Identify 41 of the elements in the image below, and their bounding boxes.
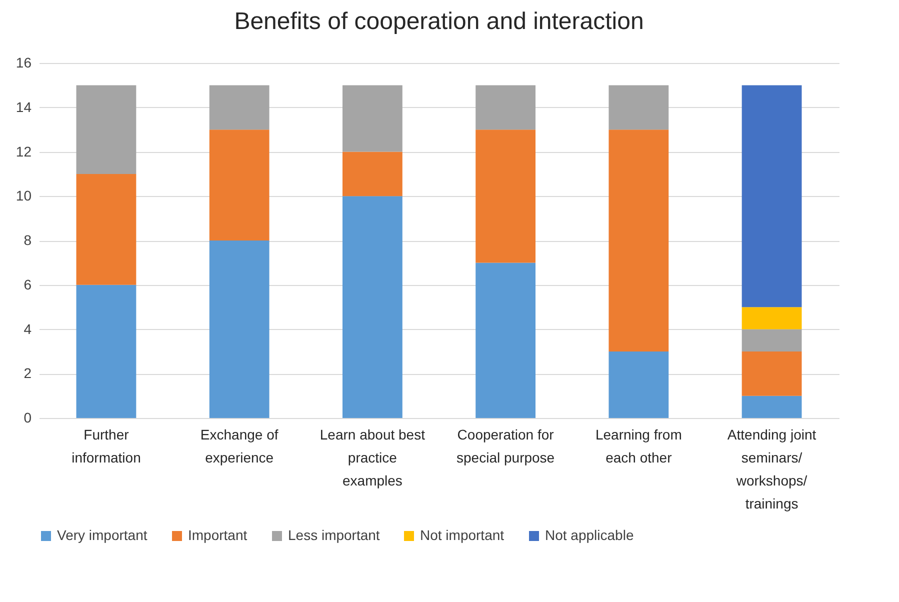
- x-tick-label: Exchange of experience: [200, 426, 278, 466]
- bar: [76, 284, 136, 418]
- y-tick-label: 0: [24, 410, 32, 426]
- bar: [742, 307, 802, 330]
- bar: [742, 396, 802, 418]
- legend-label: Less important: [288, 527, 380, 543]
- x-tick-label: Learn about best practice examples: [320, 426, 426, 488]
- y-tick-label: 2: [24, 365, 32, 382]
- x-tick-label: Further information: [72, 426, 141, 466]
- bar: [608, 85, 669, 130]
- bar: [608, 351, 669, 418]
- y-tick-label: 8: [24, 232, 32, 248]
- x-tick-label: Cooperation for special purpose: [456, 426, 555, 466]
- bar: [76, 174, 136, 285]
- x-tick-label: Attending joint seminars/ workshops/ trainings: [727, 426, 816, 512]
- bar: [342, 196, 402, 418]
- bar: [209, 85, 270, 130]
- legend-label: Not applicable: [545, 527, 634, 543]
- bar: [608, 130, 669, 352]
- bar: [209, 240, 270, 418]
- legend-label: Important: [188, 527, 248, 543]
- bar: [476, 262, 536, 418]
- bar: [342, 85, 402, 152]
- bar: [76, 85, 136, 174]
- y-tick-label: 12: [16, 143, 32, 160]
- bar: [742, 85, 802, 308]
- y-tick-label: 10: [16, 188, 32, 204]
- y-tick-label: 16: [16, 54, 32, 70]
- chart-title: Benefits of cooperation and interaction: [234, 8, 644, 35]
- legend-label: Not important: [420, 527, 504, 543]
- y-tick-label: 4: [24, 320, 32, 337]
- bar: [742, 351, 802, 396]
- bar: [476, 130, 536, 263]
- y-tick-label: 14: [16, 98, 32, 115]
- x-tick-label: Learning from each other: [595, 426, 682, 466]
- bar: [209, 130, 270, 240]
- bar: [342, 152, 402, 196]
- y-tick-label: 6: [24, 276, 32, 292]
- bar: [476, 85, 536, 130]
- bar: [742, 329, 802, 352]
- legend-label: Very important: [57, 527, 148, 543]
